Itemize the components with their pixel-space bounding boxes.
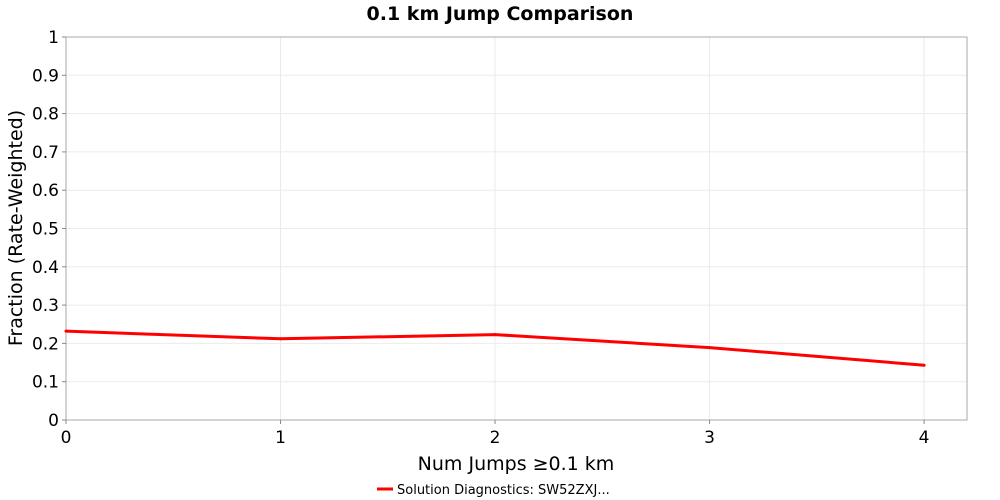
data-point (493, 333, 497, 337)
data-point (708, 346, 712, 350)
y-tick-label: 0.9 (32, 66, 59, 86)
x-tick-label: 1 (275, 428, 286, 448)
data-point (64, 329, 68, 333)
axis-ticks: 0 0.1 0.2 0.3 0.4 0.5 0.6 0.7 0.8 0.9 1 0 1 2 3 4 (32, 28, 930, 448)
data-point (922, 363, 926, 367)
series-layer (64, 329, 926, 367)
y-tick-label: 0.4 (32, 258, 59, 278)
data-point (279, 337, 283, 341)
y-tick-label: 1 (48, 28, 59, 48)
y-tick-label: 0.2 (32, 334, 59, 354)
y-tick-label: 0 (48, 411, 59, 431)
x-tick-label: 4 (919, 428, 930, 448)
x-tick-label: 0 (61, 428, 72, 448)
y-tick-label: 0.5 (32, 220, 59, 240)
x-tick-label: 3 (704, 428, 715, 448)
y-tick-label: 0.1 (32, 373, 59, 393)
y-tick-label: 0.3 (32, 296, 59, 316)
legend-label: Solution Diagnostics: SW52ZXJ... (397, 483, 610, 498)
legend: Solution Diagnostics: SW52ZXJ... (377, 483, 610, 498)
y-tick-label: 0.8 (32, 105, 59, 125)
x-tick-label: 2 (490, 428, 501, 448)
chart-title: 0.1 km Jump Comparison (367, 3, 634, 25)
grid (65, 36, 967, 421)
x-axis-label: Num Jumps ≥0.1 km (418, 453, 615, 475)
y-axis-label: Fraction (Rate-Weighted) (5, 110, 27, 346)
y-tick-label: 0.6 (32, 181, 59, 201)
y-tick-label: 0.7 (32, 143, 59, 163)
